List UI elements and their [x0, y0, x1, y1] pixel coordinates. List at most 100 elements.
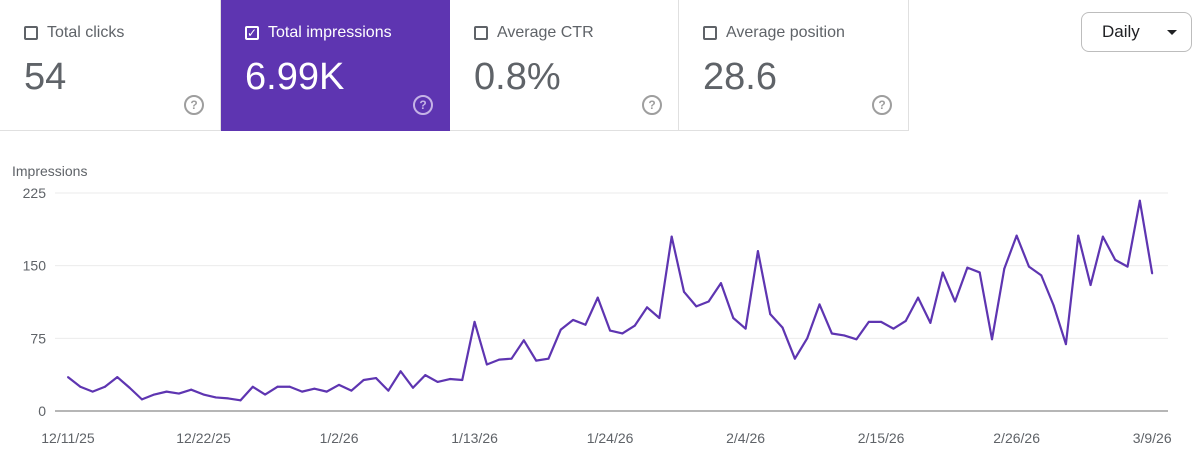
- metric-card-clicks[interactable]: Total clicks 54 ?: [0, 0, 221, 131]
- data-point: [978, 271, 981, 274]
- data-point: [411, 386, 414, 389]
- data-point: [227, 397, 230, 400]
- metric-value: 0.8%: [474, 56, 561, 98]
- data-point: [301, 390, 304, 393]
- data-point: [214, 396, 217, 399]
- data-point: [387, 389, 390, 392]
- metric-value: 6.99K: [245, 56, 345, 98]
- data-point: [621, 332, 624, 335]
- data-point: [609, 329, 612, 332]
- data-point: [165, 390, 168, 393]
- metric-label: Total clicks: [47, 24, 125, 41]
- checkbox[interactable]: [24, 26, 38, 40]
- data-point: [929, 321, 932, 324]
- metric-card-position[interactable]: Average position 28.6 ?: [679, 0, 909, 131]
- data-point: [732, 316, 735, 319]
- data-point: [436, 380, 439, 383]
- data-point: [510, 357, 513, 360]
- impressions-chart: 0 75 150 225 12/11/25 12/22/25 1/2/26 1/13/26 1/…: [23, 185, 1172, 446]
- x-tick-label: 12/22/25: [176, 430, 231, 446]
- x-tick-label: 3/9/26: [1133, 430, 1172, 446]
- data-point: [596, 296, 599, 299]
- data-point: [116, 376, 119, 379]
- help-icon[interactable]: ?: [872, 95, 892, 115]
- data-point: [461, 378, 464, 381]
- data-point: [547, 357, 550, 360]
- data-point: [239, 399, 242, 402]
- data-point: [1040, 274, 1043, 277]
- metric-label: Average position: [726, 24, 845, 41]
- data-point: [276, 385, 279, 388]
- data-point: [1101, 235, 1104, 238]
- data-point: [756, 250, 759, 253]
- data-point: [375, 377, 377, 380]
- data-point: [1114, 258, 1117, 261]
- metric-card-impressions[interactable]: ✓ Total impressions 6.99K ?: [221, 0, 450, 131]
- data-point: [128, 386, 131, 389]
- data-point: [288, 385, 291, 388]
- data-point: [683, 290, 685, 293]
- metric-label: Total impressions: [268, 24, 392, 41]
- data-point: [855, 338, 858, 341]
- data-point: [880, 320, 883, 323]
- data-point: [1126, 265, 1129, 268]
- data-point: [202, 393, 205, 396]
- data-point: [535, 359, 538, 362]
- metric-label: Average CTR: [497, 24, 594, 41]
- data-point: [572, 318, 575, 321]
- data-point: [177, 392, 180, 395]
- data-point: [917, 296, 920, 299]
- x-tick-label: 1/24/26: [587, 430, 634, 446]
- data-point: [559, 328, 562, 331]
- data-point: [1003, 267, 1006, 270]
- data-point: [1064, 343, 1067, 346]
- data-point: [1077, 234, 1080, 237]
- data-point: [498, 358, 501, 361]
- data-point: [744, 327, 747, 330]
- checkbox-checked[interactable]: ✓: [245, 26, 259, 40]
- data-point: [424, 374, 427, 377]
- data-point: [781, 326, 784, 329]
- help-icon[interactable]: ?: [413, 95, 433, 115]
- data-point: [818, 303, 821, 306]
- help-icon[interactable]: ?: [184, 95, 204, 115]
- metric-card-ctr[interactable]: Average CTR 0.8% ?: [450, 0, 679, 131]
- y-tick-label: 225: [23, 185, 47, 201]
- checkbox[interactable]: [703, 26, 717, 40]
- help-icon[interactable]: ?: [642, 95, 662, 115]
- data-point: [904, 319, 907, 322]
- data-point: [313, 387, 316, 390]
- data-point: [399, 370, 402, 373]
- data-point: [658, 316, 661, 319]
- data-point: [991, 338, 993, 341]
- metric-value: 28.6: [703, 56, 777, 98]
- data-point: [1015, 234, 1018, 237]
- data-point: [190, 388, 193, 391]
- data-point: [362, 378, 365, 381]
- data-point: [473, 320, 476, 323]
- data-point: [1138, 199, 1141, 202]
- data-point: [1052, 304, 1055, 307]
- y-tick-label: 0: [38, 403, 46, 419]
- data-point: [338, 383, 341, 386]
- data-point: [892, 327, 895, 330]
- x-tick-label: 1/13/26: [451, 430, 498, 446]
- x-tick-label: 2/4/26: [726, 430, 765, 446]
- x-tick-label: 2/15/26: [858, 430, 905, 446]
- data-point: [522, 339, 525, 342]
- data-point: [695, 305, 698, 308]
- data-point: [67, 376, 69, 379]
- data-point: [719, 282, 722, 285]
- granularity-dropdown[interactable]: Daily: [1081, 12, 1192, 52]
- metric-value: 54: [24, 56, 67, 98]
- data-point: [350, 389, 353, 392]
- checkbox[interactable]: [474, 26, 488, 40]
- x-tick-label: 12/11/25: [41, 430, 95, 446]
- data-point: [670, 235, 673, 238]
- data-point: [91, 390, 94, 393]
- y-axis-title: Impressions: [12, 163, 88, 179]
- impressions-line: [67, 199, 1154, 402]
- data-point: [485, 363, 488, 366]
- data-point: [448, 378, 451, 381]
- data-point: [793, 357, 796, 360]
